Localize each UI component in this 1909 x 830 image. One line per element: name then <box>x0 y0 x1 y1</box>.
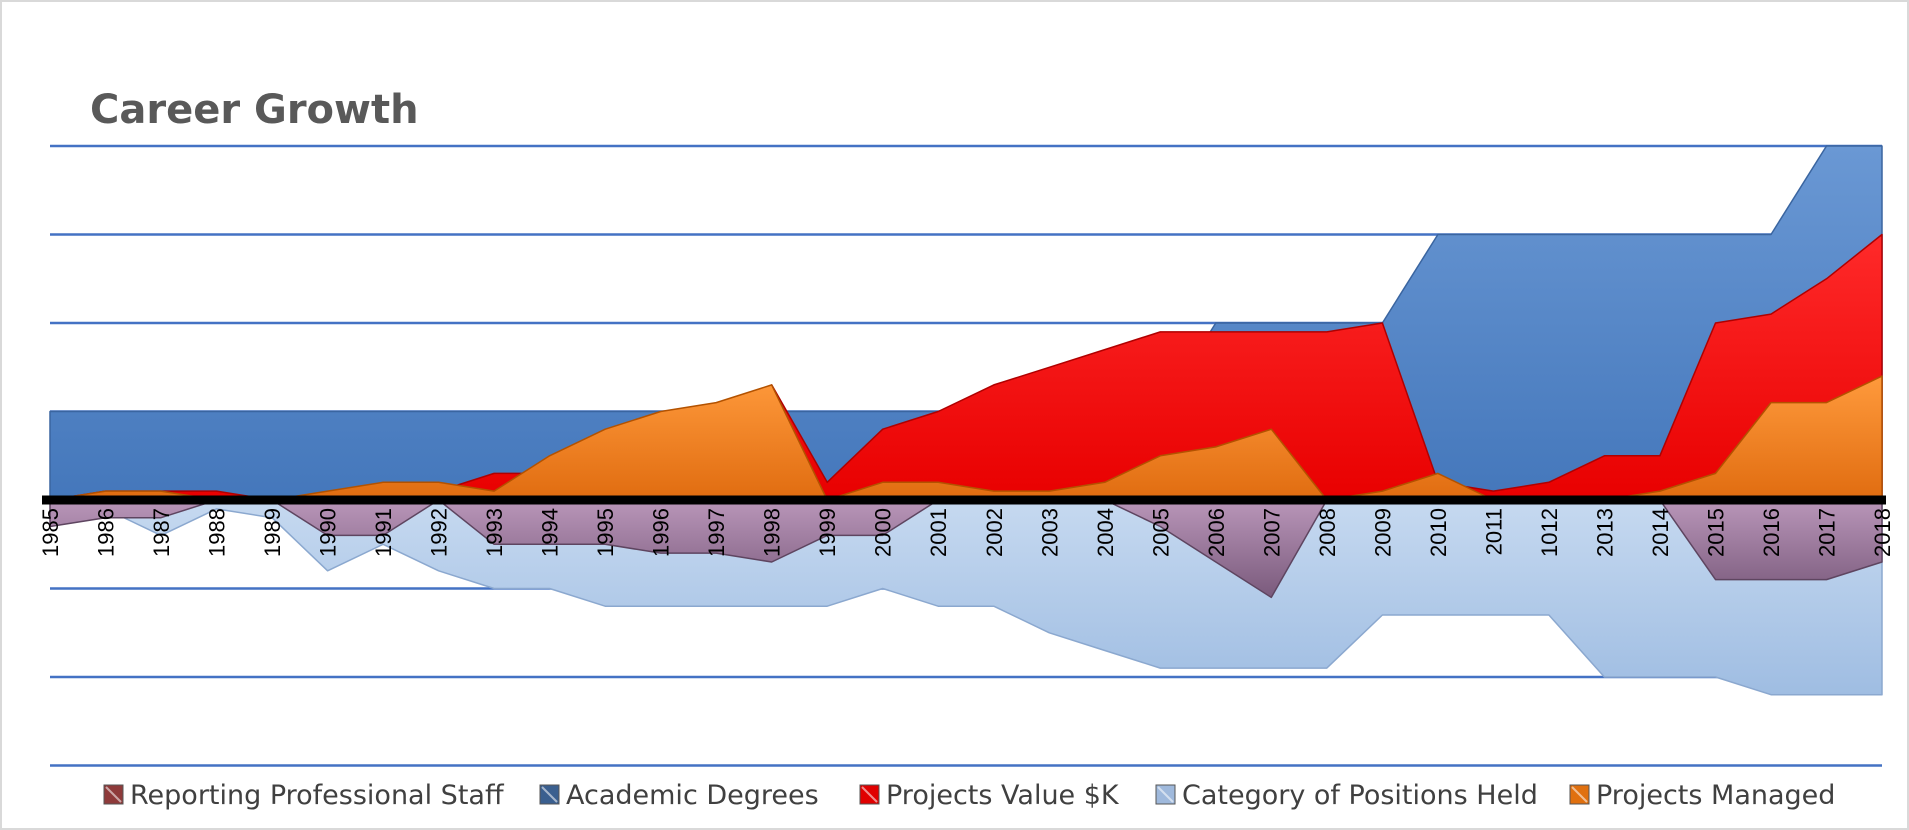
x-tick-label: 1997 <box>704 508 729 557</box>
legend-swatch-bevel <box>105 786 122 803</box>
x-tick-label: 1994 <box>538 508 563 557</box>
legend-swatch-bevel <box>541 786 558 803</box>
chart-title: Career Growth <box>90 87 419 133</box>
x-tick-label: 1987 <box>149 508 174 557</box>
x-tick-label: 2015 <box>1703 508 1728 557</box>
legend-label: Projects Value $K <box>886 780 1120 811</box>
x-tick-label: 2018 <box>1870 508 1895 557</box>
area-projects-managed <box>49 375 1883 501</box>
x-tick-label: 2017 <box>1814 508 1839 557</box>
x-tick-label: 1986 <box>94 508 119 557</box>
x-tick-label: 2006 <box>1204 508 1229 557</box>
legend: Reporting Professional Staff Academic Deg… <box>103 780 1835 811</box>
x-tick-label: 1999 <box>815 508 840 557</box>
legend-label: Projects Managed <box>1596 780 1835 811</box>
area-category-of-positions-held <box>49 499 1883 696</box>
legend-label: Category of Positions Held <box>1182 780 1538 811</box>
x-tick-labels: 1985 1986 1987 1988 1989 1990 1991 1992 1993 1994… <box>38 508 1895 557</box>
x-tick-label: 2013 <box>1592 508 1617 557</box>
legend-label: Academic Degrees <box>566 780 819 811</box>
legend-swatch-bevel <box>1571 786 1588 803</box>
x-tick-label: 1012 <box>1537 508 1562 557</box>
legend-item-category-of-positions-held: Category of Positions Held <box>1155 780 1538 811</box>
x-tick-label: 1988 <box>205 508 230 557</box>
x-tick-label: 2001 <box>926 508 951 557</box>
x-tick-label: 2004 <box>1093 508 1118 557</box>
x-tick-label: 1991 <box>371 508 396 557</box>
x-tick-label: 2005 <box>1148 508 1173 557</box>
x-tick-label: 1996 <box>649 508 674 557</box>
x-tick-label: 2014 <box>1648 508 1673 557</box>
x-tick-label: 1998 <box>760 508 785 557</box>
legend-item-academic-degrees: Academic Degrees <box>539 780 819 811</box>
legend-item-projects-managed: Projects Managed <box>1569 780 1835 811</box>
x-tick-label: 2002 <box>982 508 1007 557</box>
x-tick-label: 2003 <box>1037 508 1062 557</box>
x-tick-label: 1989 <box>260 508 285 557</box>
series-areas <box>49 145 1883 696</box>
legend-swatch-bevel <box>861 786 878 803</box>
x-tick-label: 1995 <box>593 508 618 557</box>
x-tick-label: 1990 <box>316 508 341 557</box>
legend-swatch-bevel <box>1157 786 1174 803</box>
legend-label: Reporting Professional Staff <box>130 780 505 811</box>
x-tick-label: 2007 <box>1259 508 1284 557</box>
x-tick-label: 2016 <box>1759 508 1784 557</box>
x-tick-label: 1993 <box>482 508 507 557</box>
legend-item-reporting-professional-staff: Reporting Professional Staff <box>103 780 505 811</box>
x-tick-label: 2008 <box>1315 508 1340 557</box>
x-tick-label: 1992 <box>427 508 452 557</box>
x-tick-label: 2000 <box>871 508 896 557</box>
x-tick-label: 1985 <box>38 508 63 557</box>
x-tick-label: 2009 <box>1370 508 1395 557</box>
legend-item-projects-value-k: Projects Value $K <box>859 780 1120 811</box>
x-tick-label: 2010 <box>1426 508 1451 557</box>
x-tick-label: 2011 <box>1481 508 1506 555</box>
